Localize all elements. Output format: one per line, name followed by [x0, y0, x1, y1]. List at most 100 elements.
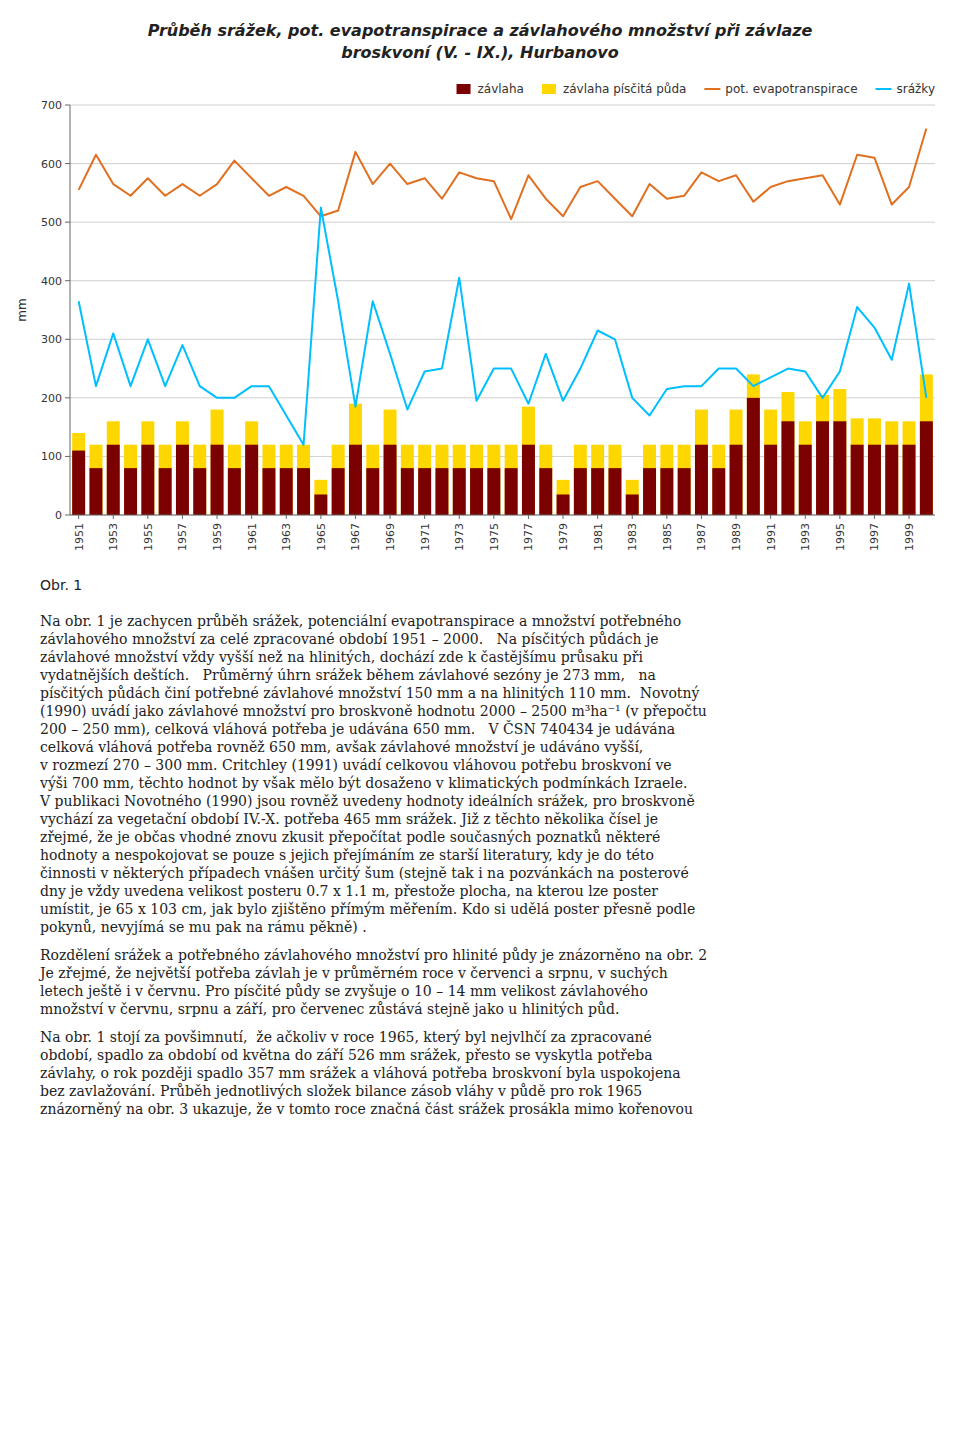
legend-label: závlaha — [478, 82, 524, 96]
x-tick-label: 1957 — [176, 523, 189, 551]
bar — [366, 445, 379, 515]
text-line: vychází za vegetační období IV.-X. potře… — [40, 810, 930, 828]
subtitle: broskvoní (V. - IX.), Hurbanovo — [341, 43, 618, 62]
bar — [245, 445, 258, 515]
x-tick-label: 1965 — [315, 523, 328, 551]
bar — [626, 495, 639, 516]
bar — [660, 468, 673, 515]
text-line: vydatnějších deštích. Průměrný úhrn sráž… — [40, 666, 930, 684]
legend-label: srážky — [897, 82, 935, 96]
figure-label: Obr. 1 — [40, 577, 82, 593]
x-tick-label: 1975 — [488, 523, 501, 551]
text-line: činnosti v některých případech vnášen ur… — [40, 864, 930, 882]
bar — [574, 445, 587, 515]
x-tick-label: 1995 — [834, 523, 847, 551]
bar — [487, 468, 500, 515]
bar — [487, 445, 500, 515]
bar — [332, 445, 345, 515]
x-tick-label: 1983 — [626, 523, 639, 551]
x-tick — [874, 515, 875, 519]
x-tick — [528, 515, 529, 519]
x-tick — [217, 515, 218, 519]
bar — [401, 468, 414, 515]
line — [79, 128, 927, 219]
bar — [228, 468, 241, 515]
legend-label: závlaha písčitá půda — [563, 82, 686, 96]
x-tick-label: 1959 — [211, 523, 224, 551]
x-tick — [909, 515, 910, 519]
bar — [505, 468, 518, 515]
x-tick-label: 1991 — [765, 523, 778, 551]
bar — [747, 398, 760, 515]
y-tick-label: 300 — [41, 333, 62, 346]
x-tick-label: 1971 — [419, 523, 432, 551]
bar — [193, 468, 206, 515]
text-line: písčitých půdách činí potřebné závlahové… — [40, 684, 930, 702]
grid-line — [70, 397, 935, 398]
bar — [176, 421, 189, 515]
bar — [366, 468, 379, 515]
bar — [591, 468, 604, 515]
bar — [868, 418, 881, 515]
bar-series — [72, 374, 933, 515]
bar — [764, 445, 777, 515]
bar — [833, 421, 846, 515]
bar — [574, 468, 587, 515]
y-tick-label: 100 — [41, 450, 62, 463]
bar — [384, 445, 397, 515]
x-tick-label: 1963 — [280, 523, 293, 551]
y-tick — [65, 222, 70, 223]
line — [79, 208, 927, 445]
text-line: závlahy, o rok později spadlo 357 mm srá… — [40, 1064, 930, 1082]
legend: závlaha závlaha písčitá půda pot. evapotra… — [457, 82, 935, 96]
bar — [851, 445, 864, 515]
bar — [418, 468, 431, 515]
bar — [730, 445, 743, 515]
bar — [903, 445, 916, 515]
grid-line — [70, 339, 935, 340]
bar — [435, 445, 448, 515]
x-tick-label: 1951 — [73, 523, 86, 551]
bar — [107, 421, 120, 515]
x-tick-label: 1981 — [592, 523, 605, 551]
plot-data — [72, 128, 933, 515]
x-tick — [632, 515, 633, 519]
y-axis-line — [70, 105, 71, 515]
bar — [764, 410, 777, 515]
legend-swatch — [542, 84, 556, 94]
bar — [72, 451, 85, 515]
x-tick-label: 1961 — [246, 523, 259, 551]
legend-label: pot. evapotranspirace — [725, 82, 857, 96]
text-line: (1990) uvádí jako závlahové množství pro… — [40, 702, 930, 720]
text-line: závlahové množství vždy vyšší než na hli… — [40, 648, 930, 666]
bar — [435, 468, 448, 515]
bar — [124, 445, 137, 515]
text-line: 200 – 250 mm), celková vláhová potřeba j… — [40, 720, 930, 738]
bar — [920, 421, 933, 515]
legend-item: pot. evapotranspirace — [704, 82, 857, 96]
title: Průběh srážek, pot. evapotranspirace a z… — [148, 21, 813, 40]
bar — [643, 445, 656, 515]
chart: Průběh srážek, pot. evapotranspirace a z… — [0, 0, 960, 600]
text-line: V publikaci Novotného (1990) jsou rovněž… — [40, 792, 930, 810]
x-tick — [597, 515, 598, 519]
x-tick — [424, 515, 425, 519]
grid-line — [70, 105, 935, 106]
bar — [349, 404, 362, 515]
bar — [608, 445, 621, 515]
bar — [262, 468, 275, 515]
x-tick — [666, 515, 667, 519]
x-tick-label: 1999 — [903, 523, 916, 551]
legend-item: závlaha písčitá půda — [542, 82, 686, 96]
text-line: v rozmezí 270 – 300 mm. Critchley (1991)… — [40, 756, 930, 774]
text-line: zřejmé, že je občas vhodné znovu zkusit … — [40, 828, 930, 846]
x-tick — [805, 515, 806, 519]
bar — [868, 445, 881, 515]
text-line: Na obr. 1 je zachycen průběh srážek, pot… — [40, 612, 930, 630]
bar — [211, 445, 224, 515]
x-tick — [563, 515, 564, 519]
paragraph: Na obr. 1 je zachycen průběh srážek, pot… — [40, 612, 930, 936]
bar — [712, 445, 725, 515]
text-line: znázorněný na obr. 3 ukazuje, že v tomto… — [40, 1100, 930, 1118]
text-line: bez zavlažování. Průběh jednotlivých slo… — [40, 1082, 930, 1100]
